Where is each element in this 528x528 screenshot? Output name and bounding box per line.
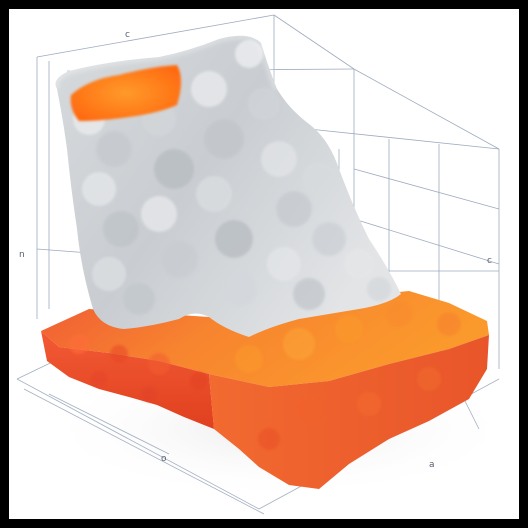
volumetric-render-scene: c n c o a xyxy=(9,9,519,519)
grey-smoke-volume xyxy=(56,36,402,337)
tick-label-top: c xyxy=(125,30,130,40)
image-frame: c n c o a xyxy=(9,9,519,519)
tick-label-corner: a xyxy=(429,460,435,470)
tick-label-left: n xyxy=(19,250,25,260)
tick-label-right: c xyxy=(487,256,492,266)
tick-label-bottom: o xyxy=(161,454,167,464)
